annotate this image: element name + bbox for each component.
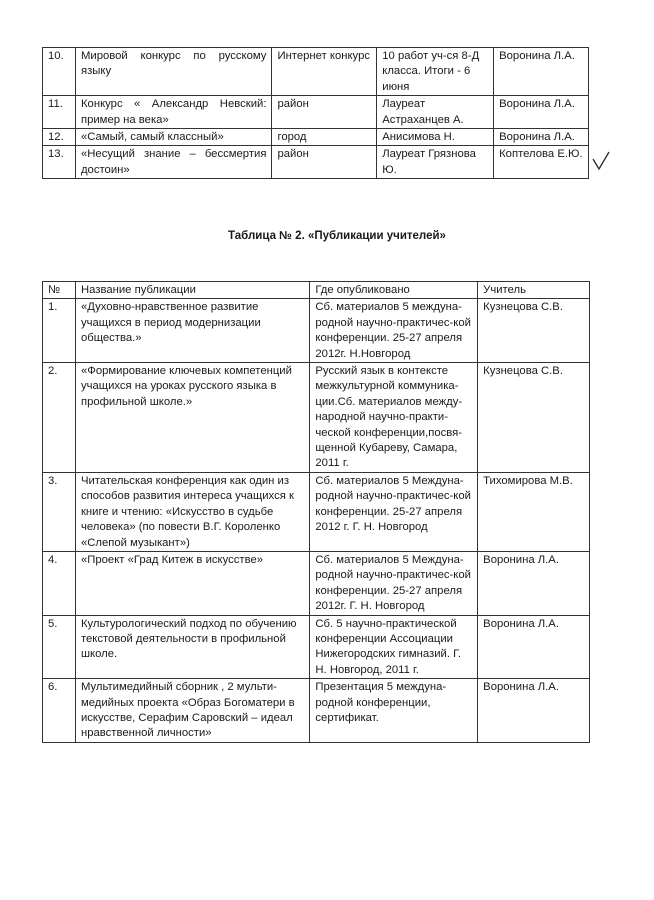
cell-teacher: Воронина Л.А. <box>493 95 589 130</box>
cell-teacher: Воронина Л.А. <box>477 678 590 743</box>
table-row: 3. Читательская конференция как один из с… <box>42 471 590 552</box>
cell-level: район <box>271 145 378 180</box>
cell-num: 12. <box>42 128 76 147</box>
table-row: 1. «Духовно-нравственное развитие учащихс… <box>42 298 590 364</box>
table-row: 12. «Самый, самый классный» город Анисимова… <box>42 128 589 147</box>
cell-where: Сб. материалов 5 междуна-родной научно-п… <box>309 298 479 364</box>
cell-name: Читательская конференция как один из спо… <box>74 471 311 552</box>
table-row: 13. «Несущий знание – бессмертия достоин»… <box>42 145 589 180</box>
table-header-row: № Название публикации Где опубликовано У… <box>42 280 590 300</box>
cell-level: Интернет конкурс <box>271 46 378 97</box>
table-row: 2. «Формирование ключевых компетенций уча… <box>42 362 590 473</box>
publications-table: № Название публикации Где опубликовано У… <box>42 280 590 743</box>
cell-name: Культурологический подход по обучению те… <box>74 614 311 680</box>
header-name: Название публикации <box>74 280 311 300</box>
cell-teacher: Коптелова Е.Ю. <box>493 145 589 180</box>
cell-result: Лауреат Грязнова Ю. <box>376 145 495 180</box>
cell-where: Сб. материалов 5 Междуна-родной научно-п… <box>309 550 479 616</box>
cell-level: район <box>271 95 378 130</box>
cell-where: Презентация 5 междуна-родной конференции… <box>309 678 479 743</box>
table-row: 5. Культурологический подход по обучению … <box>42 614 590 680</box>
cell-num: 1. <box>42 298 76 364</box>
competitions-table: 10. Мировой конкурс по русскому языку Инте… <box>42 46 589 180</box>
cell-teacher: Воронина Л.А. <box>477 550 590 616</box>
cell-name: Конкурс « Александр Невский: пример на в… <box>74 95 273 130</box>
cell-teacher: Воронина Л.А. <box>493 46 589 97</box>
table2-title: Таблица № 2. «Публикации учителей» <box>228 230 446 242</box>
cell-num: 11. <box>42 95 76 130</box>
table-row: 11. Конкурс « Александр Невский: пример н… <box>42 95 589 130</box>
cell-teacher: Тихомирова М.В. <box>477 471 590 552</box>
cell-name: «Проект «Град Китеж в искусстве» <box>74 550 311 616</box>
header-num: № <box>42 280 76 300</box>
cell-name: «Формирование ключевых компетенций учащи… <box>74 362 311 473</box>
cell-num: 4. <box>42 550 76 616</box>
cell-name: «Духовно-нравственное развитие учащихся … <box>74 298 311 364</box>
cell-where: Русский язык в контексте межкультурной к… <box>309 362 479 473</box>
cell-name: Мультимедийный сборник , 2 мульти-медийн… <box>74 678 311 743</box>
cell-result: Анисимова Н. <box>376 128 495 147</box>
cell-teacher: Кузнецова С.В. <box>477 362 590 473</box>
cell-where: Сб. материалов 5 Междуна-родной научно-п… <box>309 471 479 552</box>
header-where: Где опубликовано <box>309 280 479 300</box>
cell-result: Лауреат Астраханцев А. <box>376 95 495 130</box>
cell-teacher: Кузнецова С.В. <box>477 298 590 364</box>
table-row: 6. Мультимедийный сборник , 2 мульти-меди… <box>42 678 590 743</box>
cell-where: Сб. 5 научно-практической конференции Ас… <box>309 614 479 680</box>
table-row: 10. Мировой конкурс по русскому языку Инте… <box>42 46 589 97</box>
cell-name: «Самый, самый классный» <box>74 128 273 147</box>
cell-num: 13. <box>42 145 76 180</box>
cell-num: 5. <box>42 614 76 680</box>
cell-name: Мировой конкурс по русскому языку <box>74 46 273 97</box>
cell-num: 10. <box>42 46 76 97</box>
cell-num: 2. <box>42 362 76 473</box>
cell-num: 6. <box>42 678 76 743</box>
cell-teacher: Воронина Л.А. <box>493 128 589 147</box>
header-teacher: Учитель <box>477 280 590 300</box>
cell-num: 3. <box>42 471 76 552</box>
cell-teacher: Воронина Л.А. <box>477 614 590 680</box>
checkmark-icon <box>592 151 610 171</box>
table-row: 4. «Проект «Град Китеж в искусстве» Сб. ма… <box>42 550 590 616</box>
cell-result: 10 работ уч-ся 8-Д класса. Итоги - 6 июн… <box>376 46 495 97</box>
cell-name: «Несущий знание – бессмертия достоин» <box>74 145 273 180</box>
cell-level: город <box>271 128 378 147</box>
